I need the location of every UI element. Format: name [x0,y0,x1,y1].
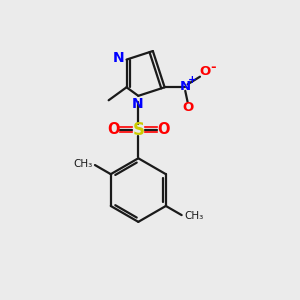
Text: O: O [157,122,170,137]
Text: O: O [199,65,210,79]
Text: N: N [132,97,143,111]
Text: O: O [107,122,119,137]
Text: +: + [188,75,196,85]
Text: -: - [210,61,215,74]
Text: O: O [183,100,194,113]
Text: CH₃: CH₃ [184,211,203,221]
Text: N: N [112,51,124,65]
Text: CH₃: CH₃ [73,159,93,169]
Text: N: N [180,80,191,93]
Text: S: S [132,121,144,139]
